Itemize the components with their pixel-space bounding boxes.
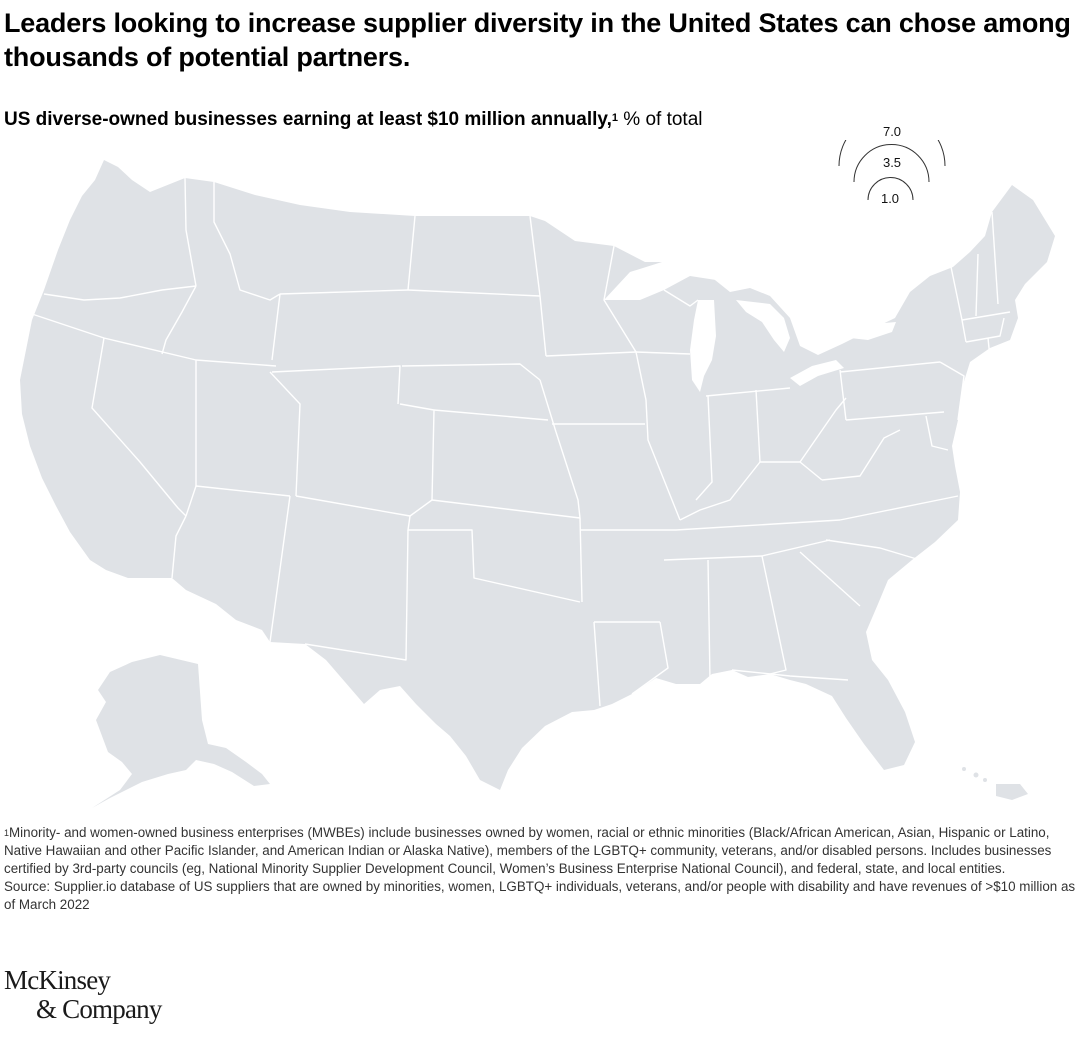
border-az-nm: [269, 495, 291, 643]
legend-arc-small: [867, 177, 914, 201]
border-ma-ct-ri: [965, 317, 1005, 343]
legend-label-medium: 3.5: [882, 155, 902, 170]
footnotes: 1Minority- and women-owned business ente…: [4, 824, 1076, 914]
footnote-1-marker: 1: [4, 828, 10, 838]
alaska-shape: [92, 655, 270, 808]
border-wa-or: [43, 285, 197, 301]
border-ut-co: [269, 371, 301, 497]
border-ma-ny: [961, 311, 1011, 321]
border-ca-nv: [91, 337, 187, 517]
us-map: [0, 140, 1080, 810]
border-tn-ky: [675, 519, 841, 531]
lake-superior: [604, 262, 730, 300]
contiguous-us-shape: [20, 160, 1055, 790]
subtitle-footnote-ref: 1: [611, 112, 618, 124]
border-co-nm: [295, 495, 411, 517]
land-mass: [20, 160, 1055, 808]
footnote-1-text: Minority- and women-owned business enter…: [4, 825, 1052, 876]
border-wi-il: [635, 351, 691, 355]
border-or-ca-nv-ut: [19, 309, 277, 367]
great-lakes: [604, 262, 896, 392]
map-subtitle: US diverse-owned businesses earning at l…: [4, 108, 702, 132]
subtitle-text: US diverse-owned businesses earning at l…: [4, 109, 612, 130]
border-md-de: [925, 415, 949, 451]
border-ne-ia: [539, 379, 557, 433]
border-al-ga: [761, 555, 787, 675]
border-ia-il: [635, 351, 681, 521]
border-il-in: [695, 395, 713, 501]
mckinsey-logo: McKinsey & Company: [4, 966, 162, 1024]
border-ne-ks: [433, 409, 549, 421]
hawaii-shape: [996, 784, 1028, 800]
source-note: Source: Supplier.io database of US suppl…: [4, 879, 1076, 912]
border-nh-me: [991, 211, 999, 305]
border-mi-wi: [663, 289, 699, 307]
border-wv-va: [821, 429, 901, 481]
border-nj: [939, 361, 965, 421]
border-il-ky-tn: [679, 461, 823, 521]
border-in-mi-oh: [705, 387, 791, 397]
border-vt-nh: [975, 253, 979, 317]
border-ks-mo: [555, 431, 581, 519]
border-nv-az-ut: [185, 485, 291, 517]
border-id-wy: [271, 293, 281, 361]
lake-huron: [736, 300, 790, 352]
border-mt-nd: [407, 215, 416, 291]
border-mt-wy: [279, 289, 409, 295]
border-pa-oh: [839, 369, 847, 421]
border-al-fl: [731, 669, 849, 681]
border-ms-al: [707, 559, 711, 681]
lake-erie: [790, 360, 844, 386]
border-co-ks: [399, 403, 435, 517]
headline: Leaders looking to increase supplier div…: [4, 8, 1071, 72]
border-in-oh: [755, 389, 761, 463]
state-borders: [19, 177, 1011, 707]
border-sc-nc: [825, 539, 921, 561]
border-la-ms: [631, 621, 669, 695]
logo-line-1: McKinsey: [4, 965, 111, 995]
bubble-size-legend: [838, 140, 946, 201]
lake-michigan: [690, 300, 716, 392]
border-sd-mn-ia: [545, 351, 637, 357]
us-map-svg: [19, 140, 1055, 808]
border-pa-ny: [839, 361, 941, 373]
border-ok-ar: [579, 517, 583, 603]
border-nd-sd: [407, 289, 541, 297]
border-oh-wv: [799, 397, 847, 463]
subtitle-unit: % of total: [623, 109, 703, 130]
border-nc-va: [839, 495, 959, 521]
legend-label-large: 7.0: [882, 124, 902, 139]
lake-ontario: [850, 322, 896, 340]
border-sd-ne: [401, 363, 541, 381]
legend-arc-medium: [853, 144, 930, 183]
border-or-id: [161, 285, 197, 355]
logo-line-2: & Company: [36, 994, 162, 1024]
border-nm-ok-tx: [407, 515, 581, 603]
border-ks-ok: [431, 499, 581, 519]
border-id-mt: [213, 182, 281, 301]
border-ca-az: [171, 515, 187, 579]
border-wa-id: [184, 177, 197, 287]
border-nd-mn: [529, 215, 547, 357]
border-tx-la: [593, 621, 601, 707]
border-pa-md: [845, 411, 945, 421]
border-nm-tx: [304, 529, 409, 661]
border-wy-co: [271, 365, 401, 405]
border-ct-ri: [987, 337, 991, 359]
legend-label-small: 1.0: [880, 191, 900, 206]
legend-arc-large: [838, 140, 946, 167]
border-mn-wi: [603, 245, 637, 353]
footnote-1: 1Minority- and women-owned business ente…: [4, 824, 1076, 878]
border-ga-sc: [799, 551, 861, 607]
